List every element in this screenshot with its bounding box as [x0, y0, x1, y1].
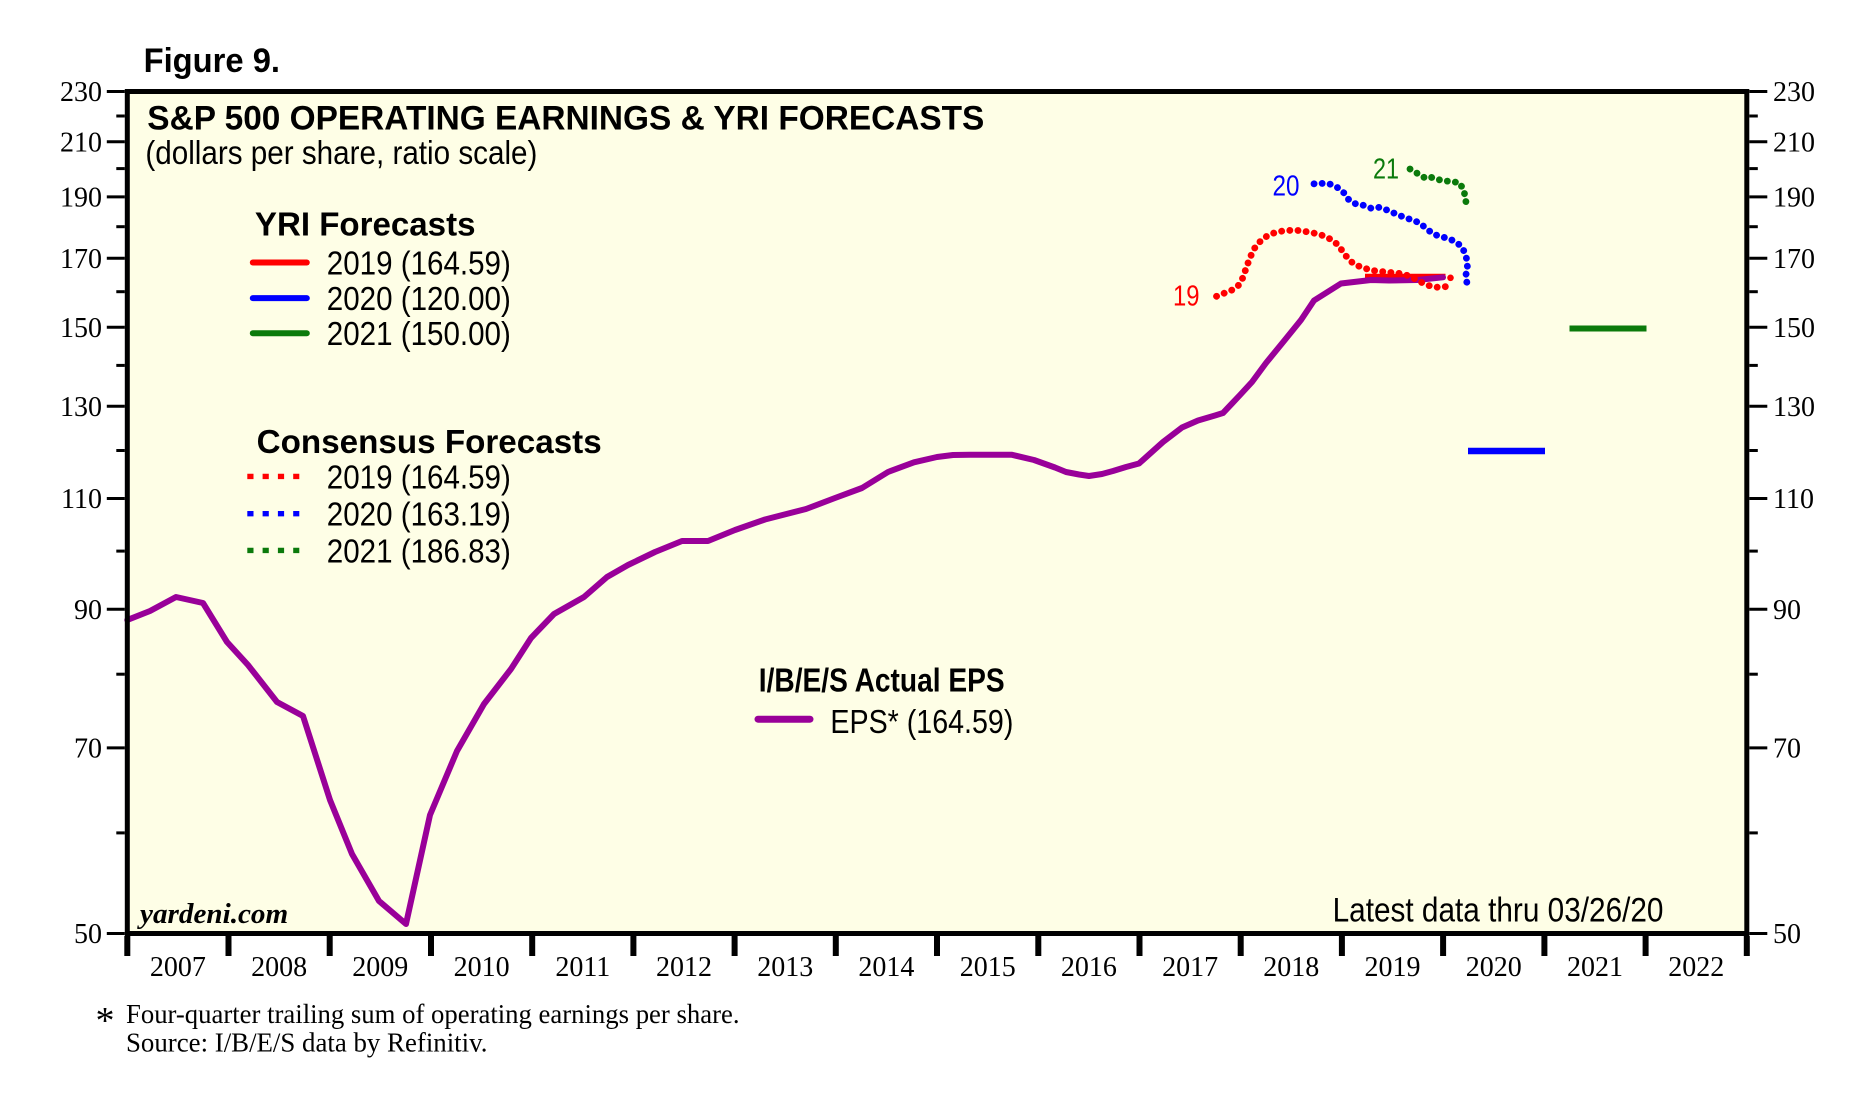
svg-text:210: 210 — [1773, 127, 1815, 158]
svg-text:2010: 2010 — [454, 952, 510, 983]
svg-text:yardeni.com: yardeni.com — [137, 898, 288, 930]
svg-text:190: 190 — [1773, 183, 1815, 214]
svg-text:2011: 2011 — [555, 952, 610, 983]
svg-text:EPS* (164.59): EPS* (164.59) — [830, 703, 1013, 740]
svg-text:110: 110 — [1773, 484, 1814, 515]
svg-text:150: 150 — [1773, 313, 1815, 344]
svg-text:2008: 2008 — [251, 952, 307, 983]
svg-text:S&P 500 OPERATING EARNINGS & Y: S&P 500 OPERATING EARNINGS & YRI FORECAS… — [147, 100, 984, 138]
svg-text:2015: 2015 — [960, 952, 1016, 983]
svg-text:20: 20 — [1273, 171, 1300, 203]
svg-text:2021 (186.83): 2021 (186.83) — [327, 532, 511, 569]
svg-text:2020: 2020 — [1466, 952, 1522, 983]
svg-text:2016: 2016 — [1061, 952, 1117, 983]
svg-text:2021 (150.00): 2021 (150.00) — [327, 315, 511, 352]
svg-text:2018: 2018 — [1263, 952, 1319, 983]
svg-text:230: 230 — [60, 77, 102, 108]
svg-text:2021: 2021 — [1567, 952, 1623, 983]
svg-text:2013: 2013 — [757, 952, 813, 983]
svg-text:19: 19 — [1173, 281, 1200, 313]
svg-text:170: 170 — [1773, 244, 1815, 275]
svg-text:90: 90 — [74, 595, 102, 626]
svg-text:Four-quarter trailing sum of o: Four-quarter trailing sum of operating e… — [126, 999, 740, 1029]
svg-text:170: 170 — [60, 244, 102, 275]
svg-text:2019: 2019 — [1365, 952, 1421, 983]
svg-text:2019 (164.59): 2019 (164.59) — [327, 458, 511, 495]
svg-text:190: 190 — [60, 183, 102, 214]
svg-text:2020 (163.19): 2020 (163.19) — [327, 496, 511, 533]
svg-text:230: 230 — [1773, 77, 1815, 108]
svg-text:130: 130 — [1773, 392, 1815, 423]
svg-text:21: 21 — [1373, 154, 1399, 186]
svg-text:2020 (120.00): 2020 (120.00) — [327, 280, 511, 317]
svg-text:70: 70 — [1773, 734, 1801, 765]
svg-text:2017: 2017 — [1162, 952, 1218, 983]
svg-text:Latest data thru 03/26/20: Latest data thru 03/26/20 — [1333, 892, 1664, 930]
svg-text:150: 150 — [60, 313, 102, 344]
svg-text:2019 (164.59): 2019 (164.59) — [327, 245, 511, 282]
svg-text:130: 130 — [60, 392, 102, 423]
svg-text:110: 110 — [61, 484, 102, 515]
svg-text:Source: I/B/E/S data by Refini: Source: I/B/E/S data by Refinitiv. — [126, 1028, 488, 1058]
svg-text:(dollars per share, ratio scal: (dollars per share, ratio scale) — [145, 134, 537, 171]
svg-text:50: 50 — [74, 919, 102, 950]
svg-text:90: 90 — [1773, 595, 1801, 626]
svg-text:2022: 2022 — [1668, 952, 1724, 983]
svg-text:210: 210 — [60, 127, 102, 158]
svg-text:Consensus Forecasts: Consensus Forecasts — [257, 423, 602, 460]
svg-text:50: 50 — [1773, 919, 1801, 950]
svg-text:2007: 2007 — [150, 952, 206, 983]
svg-text:I/B/E/S Actual EPS: I/B/E/S Actual EPS — [759, 662, 1005, 699]
svg-text:Figure 9.: Figure 9. — [144, 42, 280, 80]
svg-text:2009: 2009 — [352, 952, 408, 983]
svg-text:YRI Forecasts: YRI Forecasts — [255, 205, 476, 242]
svg-text:2014: 2014 — [858, 952, 914, 983]
svg-text:2012: 2012 — [656, 952, 712, 983]
svg-text:*: * — [96, 1000, 115, 1042]
svg-text:70: 70 — [74, 734, 102, 765]
